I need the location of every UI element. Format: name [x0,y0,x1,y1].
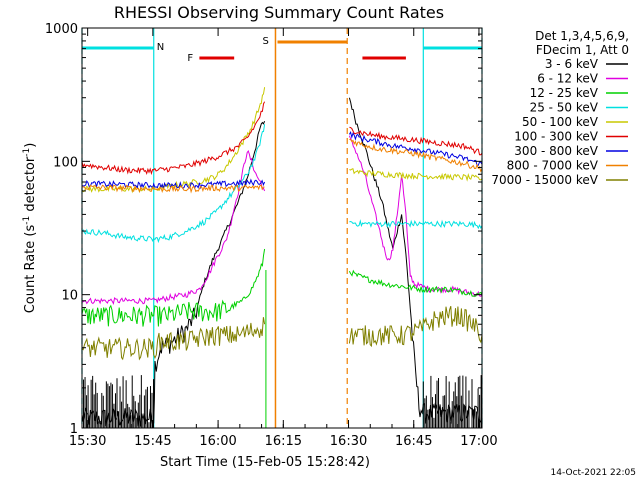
x-tick-label: 16:30 [330,434,367,449]
night-flag-label: N [157,42,164,53]
series-line [349,219,483,230]
series-line [81,149,266,305]
y-axis-label-mid: detector [23,156,38,216]
flags-layer: N S F [81,28,483,428]
legend-label: 800 - 7000 keV [507,159,599,173]
legend-label: 6 - 12 keV [537,72,599,86]
plot-frame [81,27,483,429]
legend: Det 1,3,4,5,6,9, FDecim 1, Att 0 3 - 6 k… [491,29,629,187]
x-tick-label: 16:45 [395,434,432,449]
series-line [81,248,266,327]
series-line [349,168,483,182]
y-tick-label: 1 [70,422,78,437]
series-line [81,124,266,244]
black-spikes [81,375,482,428]
series-layer [81,87,483,429]
y-axis-label-main: Count Rate (s [23,225,38,314]
x-tick-label: 15:45 [134,434,171,449]
chart-title: RHESSI Observing Summary Count Rates [114,3,444,22]
series-line [348,130,483,166]
legend-label: 12 - 25 keV [530,86,599,100]
y-axis-label-exp1: -1 [22,216,32,225]
x-tick-label: 15:30 [69,434,106,449]
series-line [81,87,266,194]
legend-header-2: FDecim 1, Att 0 [536,43,629,57]
y-axis-label: Count Rate (s-1 detector-1) [22,143,38,314]
y-tick-label: 1000 [45,22,78,37]
series-line [348,135,483,298]
series-6to12keV [81,135,483,305]
flare-flag-label: F [187,53,193,64]
series-line [81,101,266,176]
series-800to7000keV [81,139,483,194]
series-7000to15000keV [81,305,483,361]
y-tick-label: 100 [53,155,78,170]
series-25to50keV [81,124,483,244]
series-100to300keV [81,101,483,176]
x-tick-label: 16:00 [199,434,236,449]
series-300to800keV [81,130,483,190]
x-tick-label: 16:15 [265,434,302,449]
legend-label: 25 - 50 keV [530,101,599,115]
series-line [81,178,266,190]
series-line [81,184,265,194]
x-axis-label: Start Time (15-Feb-05 15:28:42) [160,455,370,470]
legend-label: 7000 - 15000 keV [491,173,598,187]
series-line [81,317,266,361]
axes-layer: 15:30 15:45 16:00 16:15 16:30 16:45 17:00 1 10 10… [45,22,498,449]
footer-date: 14-Oct-2021 22:05 [551,468,636,478]
legend-label: 50 - 100 keV [522,115,599,129]
series-line [348,269,483,297]
legend-label: 3 - 6 keV [545,57,599,71]
y-axis-label-end: ) [23,143,38,148]
series-line [349,139,483,173]
saa-flag-label: S [262,36,268,47]
x-tick-label: 17:00 [460,434,497,449]
legend-label: 300 - 800 keV [514,144,598,158]
series-3to6keV [81,97,483,429]
series-50to100keV [81,87,483,194]
series-line [349,126,483,156]
series-line [348,305,483,348]
legend-header-1: Det 1,3,4,5,6,9, [535,29,629,43]
legend-label: 100 - 300 keV [514,130,598,144]
series-12to25keV [81,248,483,327]
y-tick-label: 10 [61,289,78,304]
y-axis-label-exp2: -1 [22,148,32,157]
